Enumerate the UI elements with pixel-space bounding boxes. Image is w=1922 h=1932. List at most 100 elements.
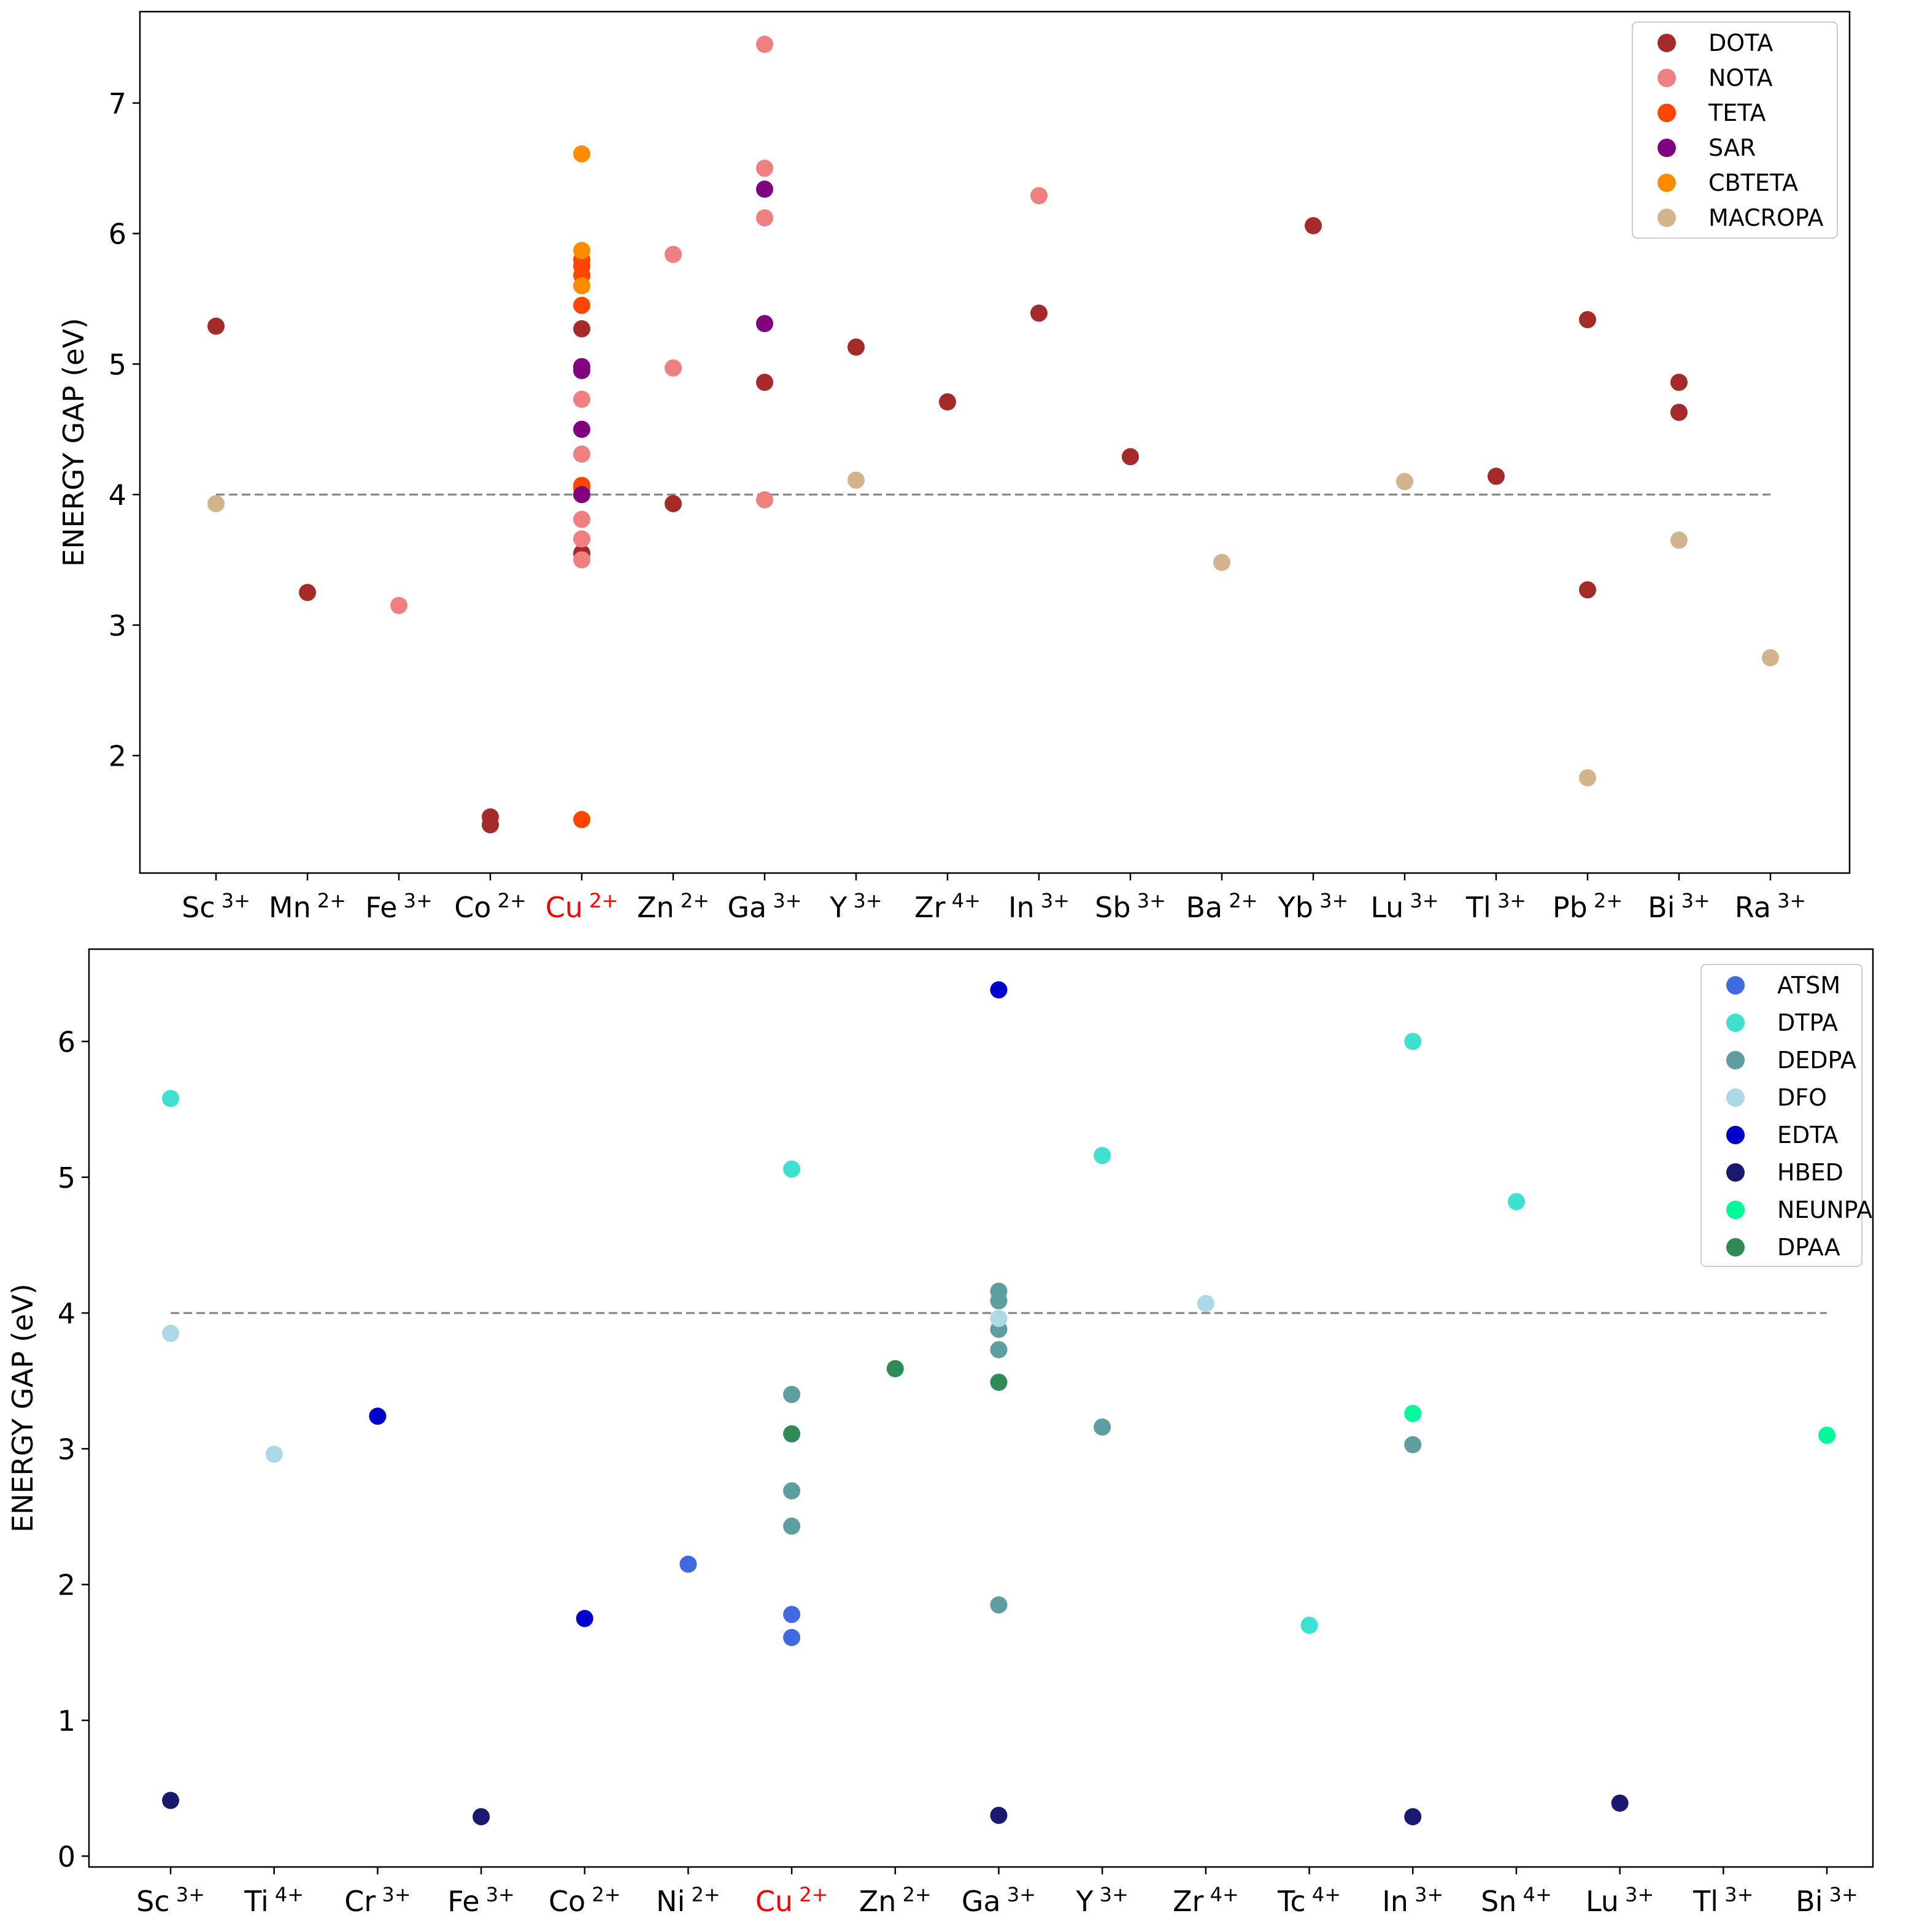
point-teta: [573, 296, 590, 314]
point-nota: [665, 359, 682, 377]
x-tick-label-sn: Sn 4+: [1481, 1883, 1552, 1918]
bottom-panel: 0 1 2 3 4 5 6 ENERGY GAP (eV) Sc 3+ Ti 4+ Cr 3+ Fe …: [6, 948, 1874, 1918]
point-nota: [756, 160, 773, 177]
point-dtpa: [1507, 1193, 1525, 1210]
series-dtpa: [162, 1033, 1525, 1634]
point-cbteta: [573, 242, 590, 260]
x-tick-label-in: In 3+: [1008, 889, 1070, 924]
point-macropa: [1213, 553, 1230, 571]
point-dota: [299, 583, 316, 601]
point-nota: [756, 209, 773, 227]
series-nota: [390, 36, 1048, 614]
x-tick-label-lu: Lu 3+: [1370, 889, 1438, 924]
top-panel: 2 3 4 5 6 7 ENERGY GAP (eV) Sc 3+ Mn 2+ Fe 3+ Co 2…: [57, 10, 1851, 924]
point-nota: [573, 445, 590, 463]
point-dedpa: [783, 1482, 801, 1499]
point-dedpa: [990, 1596, 1008, 1614]
point-dota: [665, 495, 682, 512]
point-dfo: [162, 1325, 179, 1342]
point-nota: [573, 551, 590, 569]
x-tick-label-fe: Fe 3+: [447, 1883, 515, 1918]
legend-label-nota: NOTA: [1708, 64, 1773, 91]
point-dpaa: [990, 1373, 1008, 1391]
point-edta: [576, 1610, 593, 1628]
point-hbed: [1404, 1808, 1422, 1826]
legend-marker-sar: [1658, 139, 1676, 157]
y-tick-label: 3: [109, 609, 126, 642]
point-dota: [1122, 448, 1139, 466]
legend-label-sar: SAR: [1708, 134, 1756, 161]
legend-label-hbed: HBED: [1777, 1159, 1843, 1186]
legend-marker-hbed: [1726, 1163, 1745, 1182]
point-neunpa: [1818, 1426, 1835, 1444]
legend: DOTA NOTA TETA SAR CBTETA MACROPA: [1632, 21, 1838, 239]
series-dedpa: [783, 1282, 1422, 1614]
point-sar: [756, 180, 773, 198]
point-dedpa: [783, 1517, 801, 1535]
point-dtpa: [783, 1160, 801, 1178]
x-tick-label-in: In 3+: [1382, 1883, 1443, 1918]
legend-marker-dpaa: [1726, 1238, 1745, 1257]
point-dota: [482, 816, 499, 834]
legend-label-dpaa: DPAA: [1777, 1234, 1840, 1261]
point-atsm: [783, 1606, 801, 1623]
point-nota: [573, 530, 590, 548]
x-tick-label-y: Y 3+: [829, 889, 882, 924]
legend-box: [1700, 964, 1862, 1267]
point-macropa: [207, 495, 225, 512]
x-tick-label-co: Co 2+: [454, 889, 527, 924]
point-macropa: [847, 471, 865, 489]
legend-marker-atsm: [1726, 976, 1745, 995]
point-sar: [573, 362, 590, 379]
point-dota: [1579, 311, 1596, 329]
x-tick-label-tc: Tc 4+: [1277, 1883, 1341, 1918]
point-dedpa: [990, 1341, 1008, 1358]
y-tick-label: 6: [58, 1025, 75, 1058]
legend-label-teta: TETA: [1708, 99, 1766, 126]
y-tick-label: 7: [109, 87, 126, 120]
legend: ATSM DTPA DEDPA DFO EDTA HBED NEUNPA DPAA: [1700, 964, 1872, 1267]
point-nota: [1030, 187, 1048, 204]
point-nota: [756, 491, 773, 509]
x-tick-label-yb: Yb 3+: [1278, 889, 1349, 924]
point-dota: [939, 393, 956, 411]
point-nota: [756, 36, 773, 53]
point-sar: [756, 315, 773, 333]
point-nota: [390, 596, 407, 614]
x-tick-label-bi: Bi 3+: [1648, 889, 1710, 924]
x-tick-label-lu: Lu 3+: [1586, 1883, 1654, 1918]
point-dota: [847, 338, 865, 356]
point-edta: [990, 981, 1008, 999]
series-cbteta: [573, 145, 590, 294]
point-nota: [573, 510, 590, 528]
legend-marker-dota: [1658, 34, 1676, 52]
point-sar: [573, 420, 590, 438]
legend-marker-neunpa: [1726, 1201, 1745, 1219]
point-dtpa: [1404, 1033, 1422, 1050]
y-tick-label: 5: [109, 348, 126, 381]
point-dfo: [990, 1309, 1008, 1327]
x-tick-label-ra: Ra 3+: [1735, 889, 1806, 924]
x-tick-label-fe: Fe 3+: [365, 889, 433, 924]
point-dedpa: [990, 1292, 1008, 1310]
point-dtpa: [162, 1090, 179, 1107]
point-nota: [665, 245, 682, 263]
point-dota: [1030, 304, 1048, 322]
point-sar: [573, 486, 590, 504]
legend-label-cbteta: CBTETA: [1708, 169, 1798, 196]
legend-label-edta: EDTA: [1777, 1122, 1839, 1149]
point-edta: [369, 1407, 387, 1425]
x-tick-label-cr: Cr 3+: [344, 1883, 411, 1918]
y-tick-label: 0: [58, 1840, 75, 1873]
point-hbed: [162, 1792, 179, 1809]
point-dota: [207, 317, 225, 335]
point-hbed: [990, 1806, 1008, 1824]
y-tick-label: 1: [58, 1704, 75, 1738]
point-dota: [1670, 374, 1688, 391]
point-dpaa: [886, 1360, 904, 1377]
legend-marker-teta: [1658, 104, 1676, 122]
point-dota: [1305, 217, 1322, 234]
point-dedpa: [1094, 1418, 1111, 1436]
legend-label-dedpa: DEDPA: [1777, 1047, 1856, 1074]
